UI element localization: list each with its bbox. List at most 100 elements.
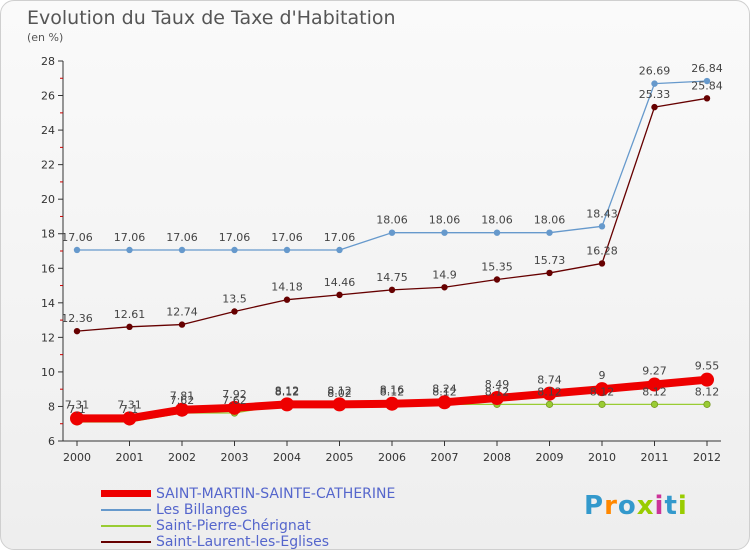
x-tick-label: 2012 xyxy=(693,451,721,464)
y-tick-label: 8 xyxy=(48,400,55,413)
data-point-saint-martin xyxy=(385,396,399,411)
data-point-saint-martin xyxy=(332,397,347,412)
data-point-saint-laurent xyxy=(546,269,553,277)
data-label-saint-pierre: 8.12 xyxy=(275,385,300,398)
data-label-saint-pierre: 8.12 xyxy=(695,385,720,398)
logo-letter: r xyxy=(604,491,618,521)
data-label-saint-martin: 8.24 xyxy=(432,382,457,395)
data-label-billanges: 18.06 xyxy=(481,214,513,227)
legend-swatch-saint-laurent xyxy=(101,541,151,543)
y-tick-label: 28 xyxy=(41,55,55,68)
data-point-billanges xyxy=(126,246,133,254)
data-label-saint-pierre: 7.62 xyxy=(170,394,195,407)
y-tick-label: 16 xyxy=(41,262,55,275)
logo-letter: o xyxy=(617,491,637,521)
data-point-saint-laurent xyxy=(126,323,133,331)
data-label-saint-laurent: 14.46 xyxy=(324,276,356,289)
data-label-saint-pierre: 8.12 xyxy=(537,385,562,398)
legend-swatch-billanges xyxy=(101,509,151,511)
data-label-billanges: 17.06 xyxy=(114,231,146,244)
data-label-saint-pierre: 8.12 xyxy=(432,385,457,398)
x-tick-label: 2009 xyxy=(536,451,564,464)
legend-label-billanges: Les Billanges xyxy=(156,502,248,518)
x-tick-label: 2010 xyxy=(588,451,616,464)
data-label-saint-laurent: 25.84 xyxy=(691,79,723,92)
data-label-saint-laurent: 14.18 xyxy=(271,281,303,294)
y-tick-label: 12 xyxy=(41,331,55,344)
data-point-saint-pierre xyxy=(703,400,711,408)
data-label-saint-martin: 9 xyxy=(599,369,606,382)
data-label-billanges: 17.06 xyxy=(166,231,198,244)
data-label-saint-laurent: 16.28 xyxy=(586,244,618,257)
data-point-saint-laurent xyxy=(231,308,238,315)
x-tick-label: 2002 xyxy=(168,451,196,464)
data-point-billanges xyxy=(283,246,291,254)
data-label-saint-martin: 8.12 xyxy=(327,384,352,397)
data-label-saint-pierre: 8.02 xyxy=(327,387,352,400)
x-tick-label: 2006 xyxy=(378,451,406,464)
chart-title: Evolution du Taux de Taxe d'Habitation xyxy=(27,7,396,29)
data-label-saint-laurent: 15.35 xyxy=(481,261,513,274)
data-point-saint-laurent xyxy=(178,321,186,328)
data-point-saint-pierre xyxy=(545,400,554,408)
legend-label-saint-martin: SAINT-MARTIN-SAINTE-CATHERINE xyxy=(156,486,396,502)
data-label-saint-laurent: 12.61 xyxy=(114,308,146,321)
data-label-billanges: 26.69 xyxy=(639,65,671,78)
data-point-saint-pierre xyxy=(650,400,659,408)
data-label-saint-laurent: 14.9 xyxy=(432,268,457,281)
data-point-billanges xyxy=(178,246,186,254)
data-point-saint-laurent xyxy=(388,286,396,294)
data-point-billanges xyxy=(388,229,396,236)
x-tick-label: 2000 xyxy=(63,451,91,464)
data-point-saint-laurent xyxy=(283,296,291,303)
x-tick-label: 2008 xyxy=(483,451,511,464)
data-point-saint-martin xyxy=(647,377,662,392)
data-point-billanges xyxy=(703,77,711,85)
data-label-billanges: 18.06 xyxy=(534,214,566,227)
legend-label-saint-pierre: Saint-Pierre-Chérignat xyxy=(156,518,311,534)
y-tick-label: 6 xyxy=(48,435,55,448)
data-label-saint-martin: 9.55 xyxy=(695,360,720,373)
data-label-billanges: 26.84 xyxy=(691,62,723,75)
y-tick-label: 18 xyxy=(41,228,55,241)
data-label-saint-pierre: 7.1 xyxy=(68,403,86,416)
data-point-saint-martin xyxy=(122,411,137,426)
data-label-saint-martin: 8.16 xyxy=(380,384,405,397)
data-point-saint-martin xyxy=(175,402,189,417)
data-point-saint-martin xyxy=(280,397,294,412)
data-point-billanges xyxy=(493,229,501,236)
data-label-saint-pierre: 8.12 xyxy=(485,385,510,398)
data-label-billanges: 18.06 xyxy=(429,214,461,227)
data-point-saint-martin xyxy=(70,411,84,426)
x-tick-label: 2011 xyxy=(641,451,669,464)
data-point-billanges xyxy=(598,223,606,230)
data-point-billanges xyxy=(73,246,81,254)
data-point-saint-martin xyxy=(437,395,452,410)
data-point-saint-laurent xyxy=(73,327,81,335)
data-label-saint-martin: 8.12 xyxy=(275,384,300,397)
data-label-billanges: 17.06 xyxy=(61,231,93,244)
data-point-saint-martin xyxy=(227,400,242,415)
data-point-saint-laurent xyxy=(703,95,711,102)
proxiti-logo: Proxiti xyxy=(584,491,688,521)
data-point-billanges xyxy=(651,80,658,87)
data-label-saint-pierre: 7.1 xyxy=(121,403,139,416)
x-tick-label: 2005 xyxy=(326,451,354,464)
data-label-saint-laurent: 14.75 xyxy=(376,271,408,284)
data-point-saint-martin xyxy=(700,372,714,387)
data-point-billanges xyxy=(441,229,448,236)
logo-letter: i xyxy=(654,491,665,521)
x-tick-label: 2007 xyxy=(431,451,459,464)
data-label-billanges: 17.06 xyxy=(271,231,303,244)
data-point-saint-laurent xyxy=(598,260,606,267)
data-point-saint-pierre xyxy=(598,400,606,408)
logo-letter: P xyxy=(584,491,605,521)
y-tick-label: 20 xyxy=(41,193,55,206)
data-label-saint-laurent: 12.74 xyxy=(166,306,198,319)
data-label-saint-laurent: 12.36 xyxy=(61,312,93,325)
data-label-saint-martin: 7.81 xyxy=(170,390,195,403)
data-label-saint-martin: 8.49 xyxy=(485,378,510,391)
data-point-saint-laurent xyxy=(441,284,448,291)
chart-unit: (en %) xyxy=(27,31,64,44)
data-label-billanges: 18.43 xyxy=(586,207,618,220)
